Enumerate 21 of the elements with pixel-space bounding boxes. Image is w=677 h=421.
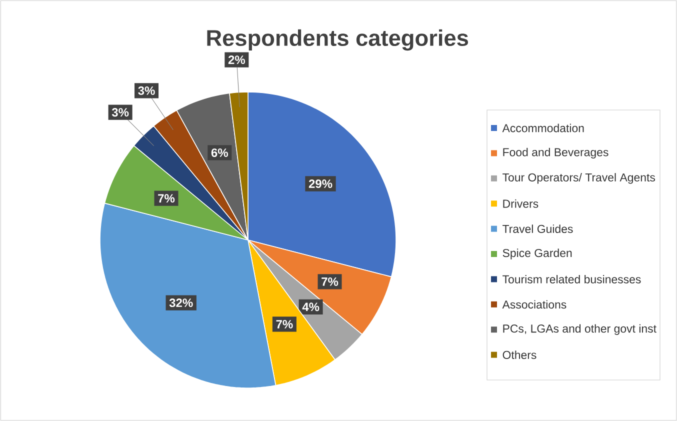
legend-label: Travel Guides: [502, 224, 573, 233]
data-label: 7%: [276, 320, 293, 328]
legend-label: PCs, LGAs and other govt inst: [503, 324, 656, 335]
legend-label: Others: [502, 350, 536, 359]
data-label: 7%: [158, 194, 175, 203]
data-label: 29%: [308, 180, 332, 188]
data-label: 7%: [322, 277, 338, 286]
legend-label: Associations: [502, 300, 566, 309]
legend-label: Food and Beverages: [503, 148, 608, 159]
legend-label: Tourism related businesses: [502, 274, 641, 284]
legend-label: Spice Garden: [502, 248, 572, 260]
chart-title: Respondents categories: [207, 29, 468, 51]
data-label: 3%: [138, 86, 155, 95]
data-label: 2%: [228, 56, 246, 64]
data-label: 3%: [112, 108, 129, 117]
data-label: 4%: [302, 302, 320, 312]
legend-label: Drivers: [503, 199, 538, 208]
legend-label: Accommodation: [502, 124, 584, 132]
data-label: 32%: [169, 298, 193, 308]
data-label: 6%: [211, 148, 228, 157]
legend-label: Tour Operators/ Travel Agents: [502, 173, 655, 184]
